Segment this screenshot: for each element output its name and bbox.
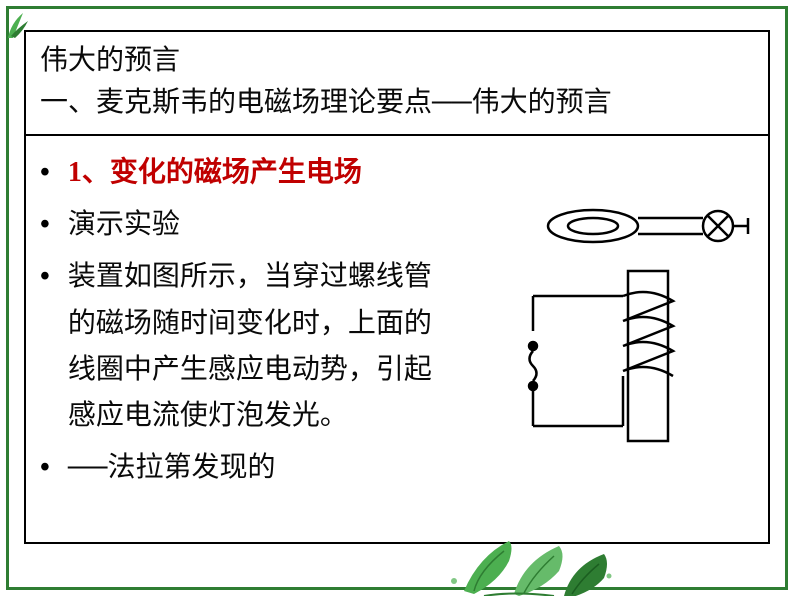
bullet-item: • 1、变化的磁场产生电场 bbox=[40, 150, 754, 196]
body-section: • 1、变化的磁场产生电场 • 演示实验 • 装置如图所示，当穿过螺线管的磁场随… bbox=[26, 136, 768, 511]
slide-subtitle: 一、麦克斯韦的电磁场理论要点──伟大的预言 bbox=[40, 82, 754, 124]
bullet-marker: • bbox=[40, 202, 50, 248]
bullet-text-description: 装置如图所示，当穿过螺线管的磁场随时间变化时，上面的线圈中产生感应电动势，引起感… bbox=[68, 254, 438, 439]
leaf-decoration bbox=[424, 506, 644, 596]
bullet-marker: • bbox=[40, 254, 50, 300]
slide-title: 伟大的预言 bbox=[40, 40, 754, 82]
bullet-text-main: 1、变化的磁场产生电场 bbox=[68, 150, 754, 196]
content-container: 伟大的预言 一、麦克斯韦的电磁场理论要点──伟大的预言 • 1、变化的磁场产生电… bbox=[24, 30, 770, 544]
header-section: 伟大的预言 一、麦克斯韦的电磁场理论要点──伟大的预言 bbox=[26, 32, 768, 136]
bullet-marker: • bbox=[40, 150, 50, 196]
circuit-diagram bbox=[458, 196, 758, 456]
bullet-marker: • bbox=[40, 445, 50, 491]
